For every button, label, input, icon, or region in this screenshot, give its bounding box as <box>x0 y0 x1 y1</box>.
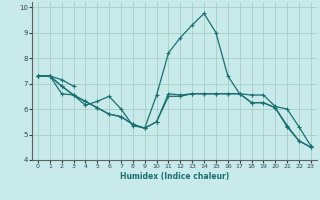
X-axis label: Humidex (Indice chaleur): Humidex (Indice chaleur) <box>120 172 229 181</box>
